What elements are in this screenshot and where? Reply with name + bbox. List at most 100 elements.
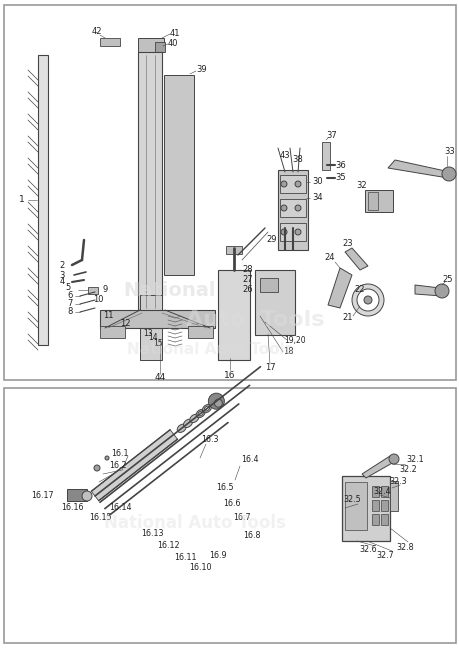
Text: 16.14: 16.14 [108,504,131,512]
Text: 5: 5 [65,283,71,292]
Bar [341,476,389,541]
Polygon shape [387,160,449,178]
Circle shape [105,456,109,460]
Ellipse shape [356,289,378,311]
Text: 1: 1 [19,196,25,205]
Text: 16: 16 [224,370,235,380]
Circle shape [388,454,398,464]
Text: 13: 13 [143,328,152,337]
Text: 38: 38 [292,155,303,164]
Bar [4,5,455,380]
Ellipse shape [183,419,192,428]
Circle shape [280,181,286,187]
Text: 16.11: 16.11 [174,554,196,562]
Bar [389,481,397,511]
Bar [277,170,308,250]
Bar [371,486,378,497]
Text: 16.5: 16.5 [216,484,233,493]
Bar [371,500,378,511]
Bar [4,388,455,643]
Ellipse shape [190,414,198,422]
Bar [88,287,98,294]
Bar [100,326,125,338]
Text: 11: 11 [102,311,113,320]
Text: 16.6: 16.6 [223,499,240,508]
Text: 35: 35 [335,174,346,183]
Bar [364,190,392,212]
Polygon shape [91,430,177,500]
Ellipse shape [204,406,209,411]
Text: National Auto Tools: National Auto Tools [104,514,285,532]
Text: 12: 12 [119,318,130,328]
Bar [371,514,378,525]
Bar [254,270,294,335]
Polygon shape [327,268,351,308]
Text: 14: 14 [148,333,157,343]
Text: 32.6: 32.6 [358,545,376,554]
Text: 37: 37 [326,131,336,140]
Bar [380,486,387,497]
Text: 19,20: 19,20 [284,335,305,345]
Bar [67,489,87,501]
Bar [155,42,165,52]
Bar [218,270,249,360]
Ellipse shape [177,424,186,432]
Text: 42: 42 [91,27,102,36]
Text: Auto  Tools: Auto Tools [185,310,324,330]
Text: 7: 7 [67,300,73,309]
Text: 28: 28 [242,265,253,274]
Text: 44: 44 [154,374,165,382]
Bar [367,192,377,210]
Bar [140,295,162,360]
Bar [164,75,194,275]
Circle shape [94,465,100,471]
Text: 32.8: 32.8 [395,543,413,552]
Circle shape [280,229,286,235]
Bar [38,55,48,345]
Text: 32.7: 32.7 [375,551,393,560]
Bar [280,199,305,217]
Text: 6: 6 [67,291,73,300]
Text: 3: 3 [59,270,65,280]
Bar [100,310,214,328]
Text: 29: 29 [266,235,277,244]
Text: 10: 10 [93,296,103,304]
Text: 16.1: 16.1 [111,448,129,458]
Text: 16.17: 16.17 [31,491,53,500]
Text: 32.1: 32.1 [405,456,423,465]
Text: National Auto Tools: National Auto Tools [126,343,293,358]
Text: 16.3: 16.3 [201,436,218,445]
Text: 32.5: 32.5 [342,495,360,504]
Text: 27: 27 [242,276,253,285]
Text: 16.15: 16.15 [89,514,111,523]
Text: National: National [123,281,216,300]
Bar [280,223,305,241]
Text: 18: 18 [282,348,293,356]
Text: 9: 9 [102,285,107,294]
Text: 25: 25 [442,276,452,285]
Text: 41: 41 [169,29,180,38]
Text: 16.13: 16.13 [140,528,163,538]
Text: 32.4: 32.4 [372,486,390,495]
Text: 15: 15 [153,339,162,348]
Text: 22: 22 [354,285,364,294]
Text: 17: 17 [264,363,275,372]
Polygon shape [361,456,393,478]
Bar [280,175,305,193]
Text: 23: 23 [342,239,353,248]
Text: 33: 33 [444,148,454,157]
Bar [188,326,213,338]
Bar [100,38,120,46]
Circle shape [441,167,455,181]
Text: 32.2: 32.2 [398,465,416,474]
Ellipse shape [196,410,205,418]
Text: 43: 43 [279,151,290,159]
Text: 8: 8 [67,307,73,317]
Ellipse shape [351,284,383,316]
Bar [138,52,162,312]
Circle shape [280,205,286,211]
Text: 16.4: 16.4 [241,456,258,465]
Text: 40: 40 [168,38,178,47]
Text: 16.7: 16.7 [233,514,250,523]
Text: 2: 2 [59,261,64,270]
